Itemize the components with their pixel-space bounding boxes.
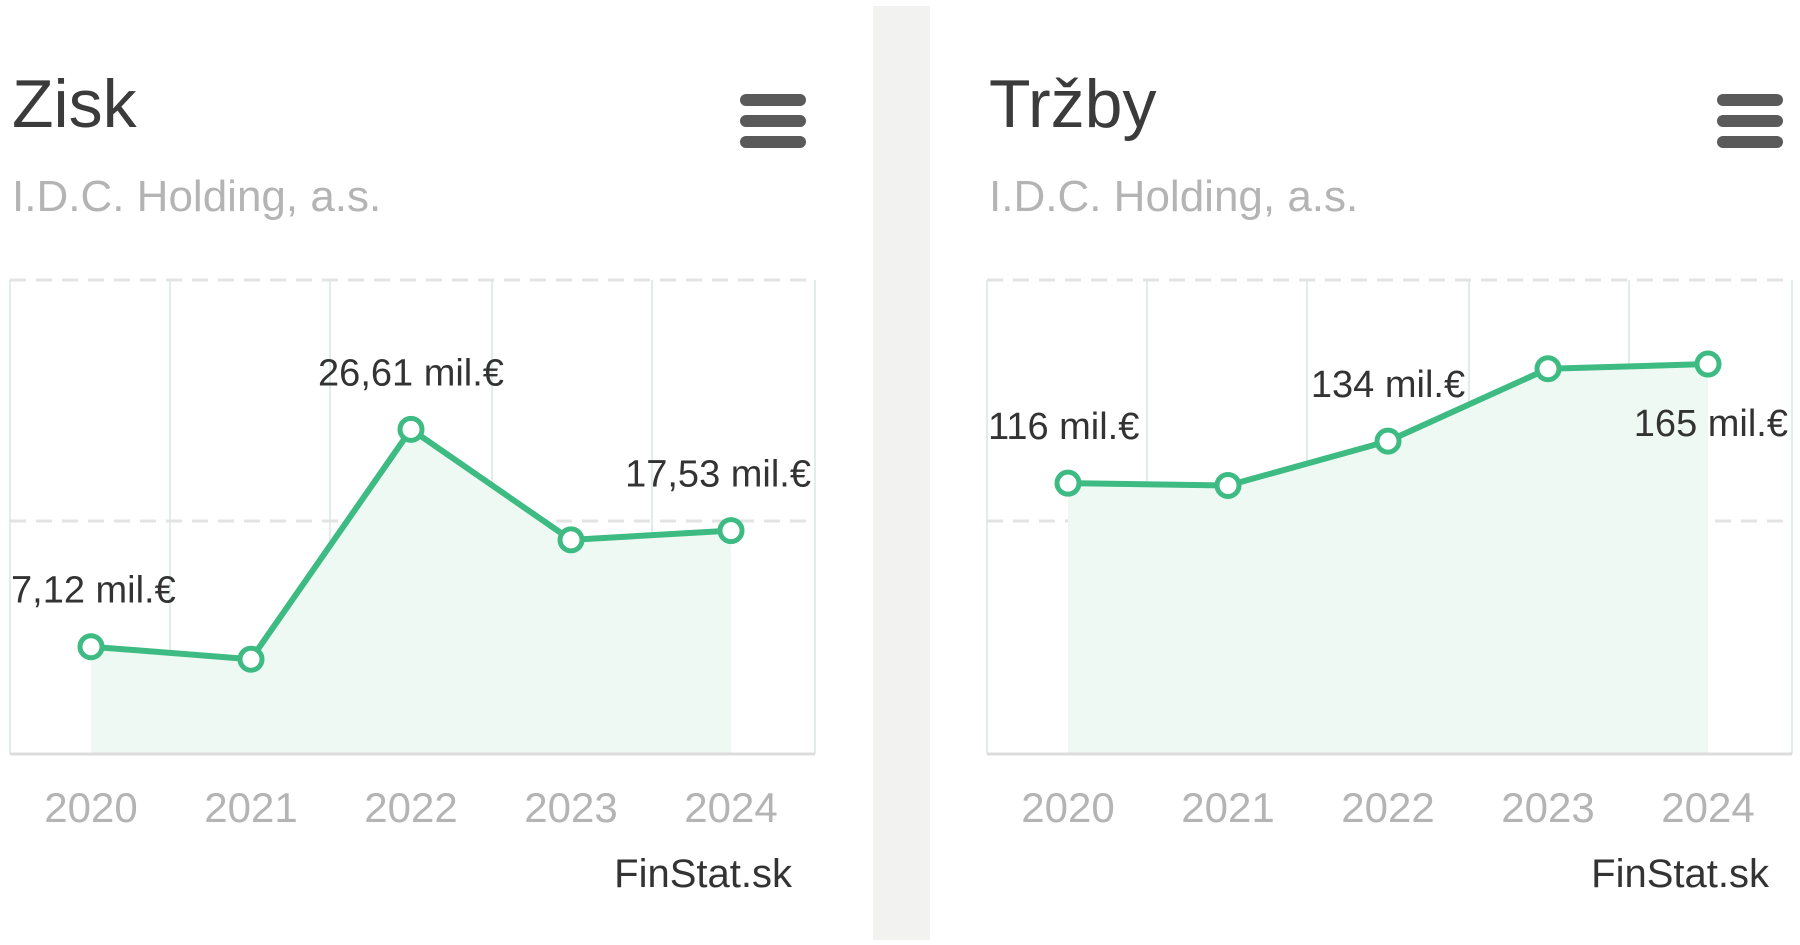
data-point xyxy=(1214,471,1242,499)
data-point xyxy=(1534,355,1562,383)
data-point xyxy=(1694,350,1722,378)
series-area xyxy=(1068,364,1708,754)
chart-title: Zisk xyxy=(12,66,137,142)
x-tick-label: 2022 xyxy=(364,784,457,831)
data-point xyxy=(1054,469,1082,497)
hamburger-menu-icon[interactable] xyxy=(1717,94,1783,148)
data-point xyxy=(77,633,105,661)
chart-credit[interactable]: FinStat.sk xyxy=(1591,852,1769,896)
x-tick-label: 2021 xyxy=(204,784,297,831)
series-area xyxy=(91,429,731,754)
x-tick-label: 2020 xyxy=(44,784,137,831)
data-label: 116 mil.€ xyxy=(988,406,1139,448)
data-label: 134 mil.€ xyxy=(1311,364,1465,406)
data-point xyxy=(557,526,585,554)
data-point xyxy=(237,645,265,673)
x-tick-label: 2023 xyxy=(524,784,617,831)
data-point xyxy=(717,517,745,545)
chart-credit[interactable]: FinStat.sk xyxy=(614,852,792,896)
x-tick-label: 2024 xyxy=(684,784,777,831)
data-point xyxy=(1374,427,1402,455)
x-tick-label: 2023 xyxy=(1501,784,1594,831)
chart-title: Tržby xyxy=(989,66,1157,142)
panel-divider xyxy=(873,6,930,940)
x-tick-label: 2024 xyxy=(1661,784,1754,831)
profit-chart-panel: 2020 2021 2022 2023 2024 7,12 mil.€ 26,61 mil.… xyxy=(0,0,864,945)
data-point xyxy=(397,415,425,443)
profit-chart: 2020 2021 2022 2023 2024 7,12 mil.€ 26,61 mil.… xyxy=(9,278,816,831)
data-label: 26,61 mil.€ xyxy=(318,352,504,394)
x-tick-label: 2022 xyxy=(1341,784,1434,831)
revenue-chart-panel: 2020 2021 2022 2023 2024 116 mil.€ 134 mil.€ 16… xyxy=(977,0,1800,945)
revenue-chart: 2020 2021 2022 2023 2024 116 mil.€ 134 mil.€ 16… xyxy=(986,278,1793,831)
chart-subtitle: I.D.C. Holding, a.s. xyxy=(12,172,382,221)
data-label: 17,53 mil.€ xyxy=(625,454,811,496)
data-label: 7,12 mil.€ xyxy=(11,570,176,612)
x-tick-label: 2020 xyxy=(1021,784,1114,831)
x-tick-label: 2021 xyxy=(1181,784,1274,831)
data-label: 165 mil.€ xyxy=(1634,403,1788,445)
hamburger-menu-icon[interactable] xyxy=(740,94,806,148)
chart-subtitle: I.D.C. Holding, a.s. xyxy=(989,172,1359,221)
